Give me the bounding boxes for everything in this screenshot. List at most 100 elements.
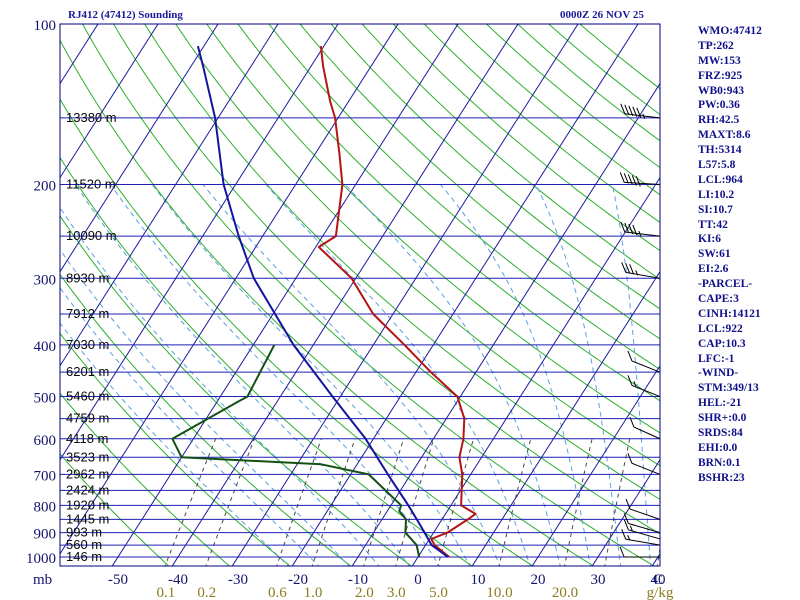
pressure-label: 200	[34, 178, 57, 194]
wind-barb	[621, 262, 661, 279]
mixing-ratio-label: 20.0	[552, 585, 578, 600]
moist-adiabat-line	[60, 322, 290, 566]
height-label: 2424 m	[66, 482, 109, 497]
index-item: FRZ:925	[698, 69, 743, 82]
index-item: CAPE:3	[698, 293, 739, 306]
wind-barb-flag	[623, 513, 629, 524]
index-item: TP:262	[698, 39, 734, 52]
isotherm-line	[111, 24, 459, 566]
temperature-tick-label: 0	[414, 572, 422, 588]
mixing-ratio-label: 10.0	[486, 585, 512, 600]
mixing-ratio-line	[498, 438, 532, 566]
index-item: BRN:0.1	[698, 456, 741, 469]
index-item: MAXT:8.6	[698, 129, 751, 142]
wind-barb-flag	[636, 107, 642, 118]
isotherm-line	[351, 82, 660, 566]
temperature-profile	[317, 45, 477, 558]
height-label: 13380 m	[66, 110, 117, 125]
height-label: 8930 m	[66, 270, 109, 285]
height-label: 4118 m	[66, 431, 108, 446]
wind-barb	[627, 350, 661, 373]
wind-barb-flag	[629, 416, 635, 428]
wind-barb	[623, 513, 661, 534]
dry-adiabat-line	[60, 214, 413, 566]
dry-adiabat-line	[60, 39, 595, 566]
isotherm-line	[60, 24, 279, 367]
pressure-label: 300	[34, 272, 57, 288]
height-label: 7030 m	[66, 337, 109, 352]
moist-adiabat-line	[611, 184, 652, 566]
index-item: RH:42.5	[698, 114, 740, 127]
dry-adiabat-line	[237, 24, 660, 402]
wind-barb	[619, 172, 661, 187]
temperature-tick-label: -50	[108, 572, 128, 588]
isotherm-line	[171, 24, 519, 566]
index-item: EI:2.6	[698, 263, 729, 276]
wind-barb-staff	[631, 384, 661, 398]
pressure-label: 100	[34, 18, 57, 34]
wind-barb-staff	[628, 529, 661, 540]
chart-title: RJ412 (47412) Sounding	[68, 9, 183, 21]
wind-barb-half-flag	[635, 270, 639, 276]
wind-barb-staff	[624, 231, 661, 237]
moist-adiabat-line	[75, 184, 410, 566]
index-item: SRDS:84	[698, 427, 743, 440]
mixing-ratio-label: 0.2	[197, 585, 216, 600]
height-label: 10090 m	[66, 228, 117, 243]
wind-barb-half-flag	[629, 525, 633, 532]
index-item: LI:10.2	[698, 188, 735, 201]
index-item: LCL:922	[698, 322, 743, 335]
wind-barb-flag	[619, 546, 625, 558]
wind-barb-staff	[624, 113, 661, 119]
dry-adiabat-line	[60, 332, 291, 566]
height-label: 1920 m	[66, 497, 109, 512]
plot-frame	[59, 23, 661, 567]
mixing-ratio-line	[564, 438, 593, 566]
wind-barb-half-flag	[642, 113, 646, 119]
wind-barb-half-flag	[627, 534, 631, 541]
wind-barb-flag	[631, 175, 637, 186]
wind-barb-staff	[633, 426, 661, 440]
wind-barb-half-flag	[638, 230, 642, 237]
wind-barb-staff	[631, 360, 661, 373]
height-label: 6201 m	[66, 364, 109, 379]
temperature-tick-label: 20	[531, 572, 546, 588]
wind-barb-staff	[625, 538, 661, 546]
height-label: 2962 m	[66, 466, 109, 481]
temperature-unit-label: C	[653, 572, 663, 588]
index-item: MW:153	[698, 54, 741, 67]
wind-barbs	[619, 103, 661, 558]
mixing-ratio-unit-label: g/kg	[647, 585, 674, 600]
virtual-temperature-profile	[196, 45, 449, 558]
moist-adiabat-line	[60, 248, 350, 566]
sounding-profiles	[171, 45, 477, 558]
pressure-label: 600	[34, 433, 57, 449]
height-label: 4759 m	[66, 411, 109, 426]
mixing-ratio-line	[276, 438, 322, 566]
index-item: -WIND-	[698, 367, 739, 380]
dry-adiabat-line	[113, 24, 660, 535]
mixing-ratio-line	[205, 438, 255, 566]
dry-adiabat-line	[81, 24, 656, 566]
temperature-tick-label: -10	[348, 572, 368, 588]
mixing-ratio-label: 2.0	[355, 585, 374, 600]
index-item: CAP:10.3	[698, 337, 746, 350]
isotherm-line	[531, 364, 660, 566]
wind-barb	[619, 546, 660, 558]
wind-barb-flag	[625, 263, 631, 274]
mixing-ratio-line	[363, 438, 405, 566]
isotherm-line	[60, 24, 159, 179]
wind-barb-flag	[620, 221, 626, 233]
dry-adiabat-line	[392, 24, 660, 252]
index-item: EHI:0.0	[698, 441, 738, 454]
isotherm-line	[771, 0, 800, 568]
moist-adiabat-line	[344, 184, 561, 566]
height-label: 1445 m	[66, 511, 109, 526]
isotherm-line	[411, 176, 660, 566]
mixing-ratio-line	[604, 438, 631, 566]
mixing-ratio-label: 0.1	[156, 585, 175, 600]
temperature-tick-label: 30	[591, 572, 606, 588]
wind-barb-flag	[624, 104, 630, 115]
pressure-label: 900	[34, 527, 57, 543]
moist-adiabat-line	[110, 184, 440, 566]
